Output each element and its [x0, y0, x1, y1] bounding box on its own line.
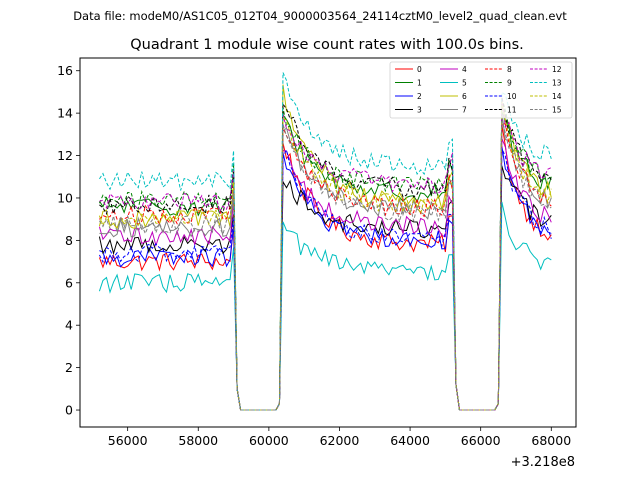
- x-tick-label: 58000: [178, 433, 218, 448]
- y-tick-label: 2: [65, 360, 73, 375]
- x-tick-label: 66000: [461, 433, 501, 448]
- x-tick-label: 60000: [249, 433, 289, 448]
- legend-label-4: 4: [462, 65, 467, 74]
- legend-label-12: 12: [552, 65, 562, 74]
- x-tick-label: 56000: [108, 433, 148, 448]
- x-axis: 56000 58000 60000 62000 64000 66000 68000: [108, 427, 571, 448]
- y-tick-label: 4: [65, 318, 73, 333]
- y-tick-label: 14: [57, 106, 73, 121]
- legend-label-3: 3: [417, 106, 422, 115]
- legend-label-7: 7: [462, 106, 467, 115]
- legend-label-15: 15: [552, 106, 562, 115]
- series-line-15: [98, 121, 552, 411]
- legend-label-11: 11: [507, 106, 517, 115]
- legend-box: [389, 61, 573, 119]
- legend-label-6: 6: [462, 92, 467, 101]
- legend-label-10: 10: [507, 92, 517, 101]
- y-tick-label: 16: [57, 63, 73, 78]
- x-axis-offset-label: +3.218e8: [511, 455, 575, 470]
- chart-title: Quadrant 1 module wise count rates with …: [130, 37, 524, 53]
- legend-label-13: 13: [552, 79, 562, 88]
- legend-label-1: 1: [417, 79, 422, 88]
- legend-label-14: 14: [552, 92, 562, 101]
- series-line-12: [99, 98, 552, 411]
- legend-label-2: 2: [417, 92, 422, 101]
- y-axis: 0 2 4 6 8 10 12 14 16: [57, 63, 80, 418]
- legend-label-9: 9: [507, 79, 512, 88]
- x-tick-label: 64000: [390, 433, 430, 448]
- plot-frame: [79, 57, 577, 428]
- y-tick-label: 12: [57, 148, 73, 163]
- legend-label-8: 8: [507, 65, 512, 74]
- y-tick-label: 0: [65, 403, 73, 418]
- x-tick-label: 62000: [320, 433, 360, 448]
- legend-label-5: 5: [462, 79, 467, 88]
- y-tick-label: 10: [57, 190, 73, 205]
- legend-label-0: 0: [417, 65, 422, 74]
- x-tick-label: 68000: [531, 433, 571, 448]
- series-layer: [98, 72, 552, 411]
- y-tick-label: 6: [65, 275, 73, 290]
- data-file-label: Data file: modeM0/AS1C05_012T04_90000035…: [73, 9, 567, 23]
- y-tick-label: 8: [65, 233, 73, 248]
